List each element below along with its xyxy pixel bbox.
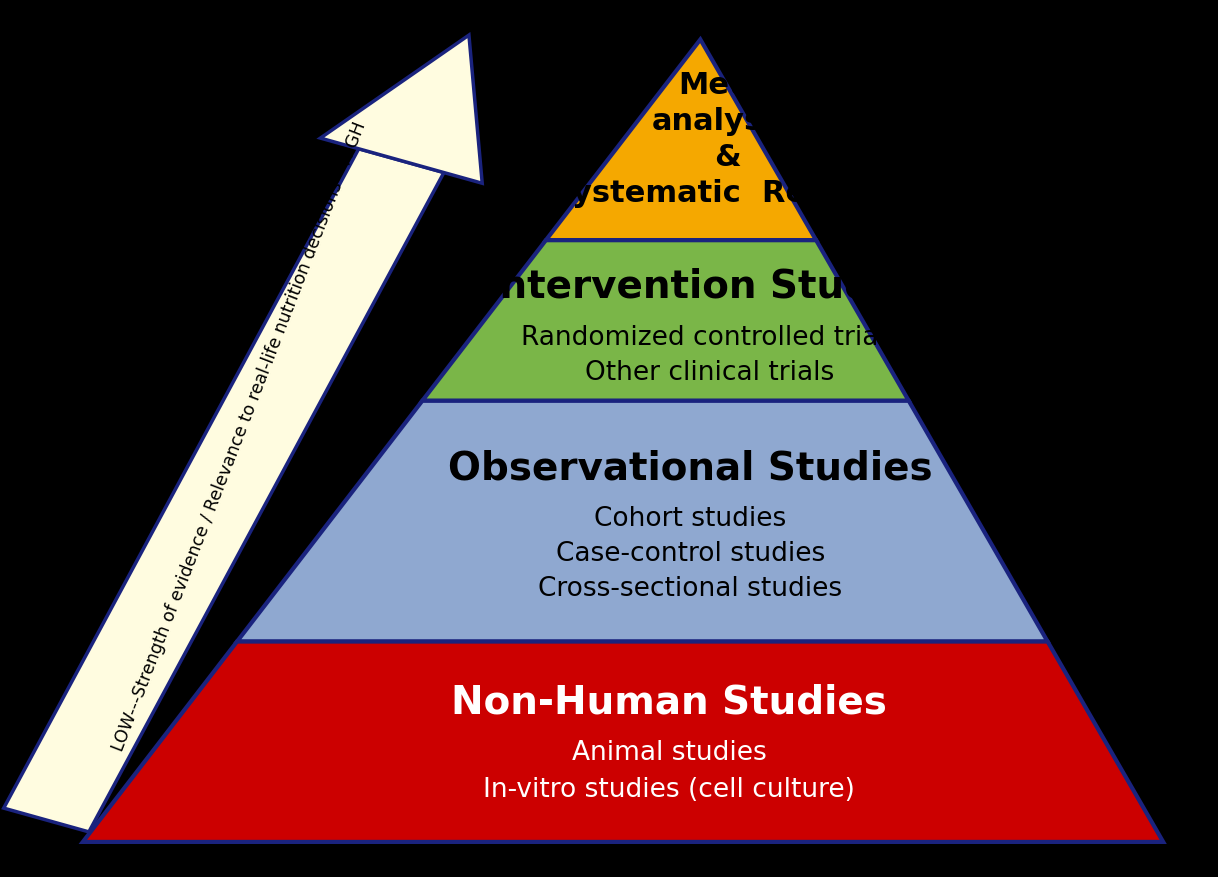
Text: Animal studies: Animal studies: [571, 740, 766, 766]
Text: Meta-
analyses
&
Systematic  Reviews: Meta- analyses & Systematic Reviews: [551, 71, 904, 208]
Text: Cross-sectional studies: Cross-sectional studies: [538, 576, 843, 602]
Polygon shape: [423, 240, 909, 401]
Text: Cohort studies: Cohort studies: [594, 506, 787, 532]
Text: Non-Human Studies: Non-Human Studies: [452, 683, 887, 721]
Polygon shape: [83, 641, 1163, 842]
Polygon shape: [320, 35, 482, 183]
Text: Randomized controlled trials: Randomized controlled trials: [520, 324, 899, 351]
Text: Other clinical trials: Other clinical trials: [585, 360, 834, 386]
Text: Intervention Studies: Intervention Studies: [485, 268, 934, 306]
Text: In-vitro studies (cell culture): In-vitro studies (cell culture): [484, 777, 855, 802]
Polygon shape: [238, 401, 1047, 641]
Polygon shape: [4, 149, 443, 832]
Polygon shape: [546, 39, 816, 240]
Text: Observational Studies: Observational Studies: [448, 449, 933, 488]
Text: LOW---Strength of evidence / Relevance to real-life nutrition decisions---HIGH: LOW---Strength of evidence / Relevance t…: [110, 119, 369, 753]
Text: Case-control studies: Case-control studies: [555, 541, 825, 567]
